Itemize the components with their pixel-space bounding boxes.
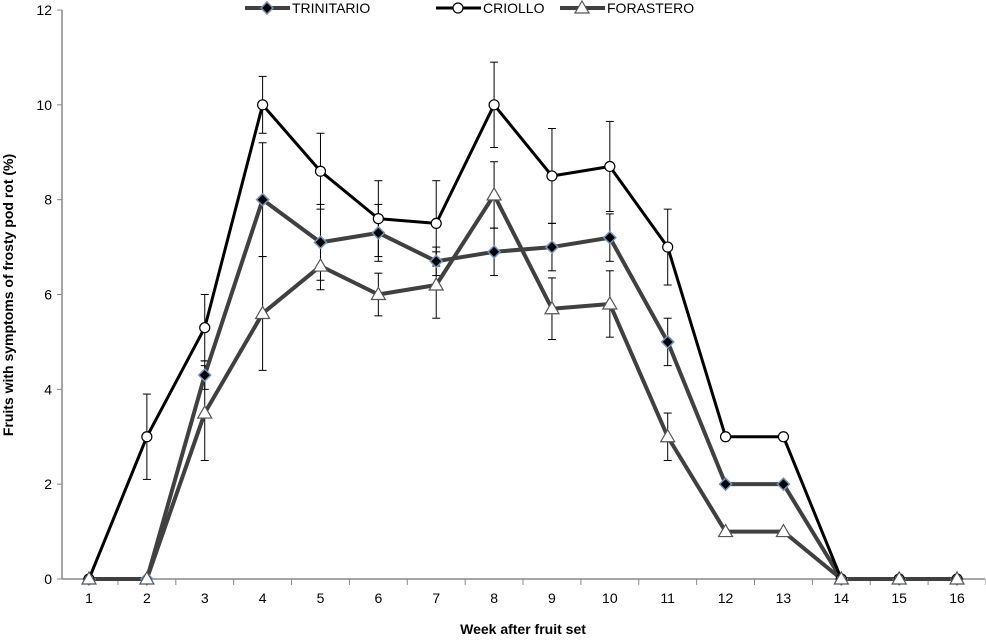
marker-criollo <box>546 170 558 182</box>
marker-forastero <box>138 570 155 585</box>
line-forastero <box>89 192 958 581</box>
marker-forastero <box>891 570 908 585</box>
y-tick-label: 10 <box>36 97 52 113</box>
marker-forastero <box>486 186 503 201</box>
marker-trinitario <box>602 230 617 245</box>
x-tick-label: 13 <box>776 590 792 606</box>
marker-forastero <box>601 295 618 310</box>
marker-forastero <box>428 276 445 291</box>
legend: TRINITARIO CRIOLLO FORASTERO <box>243 0 736 18</box>
marker-forastero <box>80 570 98 585</box>
x-tick-label: 9 <box>548 590 556 606</box>
legend-label: TRINITARIO <box>292 0 370 16</box>
line-criollo <box>87 103 958 581</box>
marker-trinitario <box>544 240 560 255</box>
x-axis-label: Week after fruit set <box>460 621 586 637</box>
marker-forastero <box>196 404 213 419</box>
marker-criollo <box>430 217 442 229</box>
marker-trinitario <box>259 0 275 16</box>
marker-trinitario <box>429 254 444 269</box>
marker-trinitario <box>718 477 733 492</box>
marker-criollo <box>257 99 269 111</box>
x-tick-label: 12 <box>718 590 734 606</box>
marker-criollo <box>488 99 500 111</box>
legend-label: CRIOLLO <box>483 0 545 16</box>
legend-bg <box>558 0 736 18</box>
marker-forastero <box>717 523 734 538</box>
marker-criollo <box>604 160 616 173</box>
marker-trinitario <box>313 235 328 250</box>
marker-trinitario <box>487 244 502 259</box>
y-tick-label: 0 <box>44 571 52 587</box>
x-tick-label: 16 <box>949 590 965 606</box>
x-tick-label: 7 <box>432 590 440 606</box>
marker-criollo <box>662 241 674 253</box>
marker-criollo <box>719 431 732 443</box>
marker-forastero <box>949 570 966 585</box>
marker-forastero <box>775 523 792 538</box>
x-tick-label: 15 <box>891 590 907 606</box>
marker-trinitario <box>197 368 212 383</box>
y-tick-label: 12 <box>36 2 52 18</box>
marker-criollo <box>199 322 211 334</box>
marker-forastero <box>543 300 561 315</box>
y-tick-label: 8 <box>44 192 52 208</box>
x-tick-label: 3 <box>201 590 209 606</box>
x-tick-label: 8 <box>490 590 498 606</box>
marker-trinitario <box>776 477 791 492</box>
marker-criollo <box>141 431 153 443</box>
marker-criollo <box>314 165 327 177</box>
y-tick-label: 2 <box>44 476 52 492</box>
marker-criollo <box>777 431 790 443</box>
x-tick-label: 14 <box>834 590 850 606</box>
y-axis-label: Fruits with symptoms of frosty pod rot (… <box>0 154 16 436</box>
marker-forastero <box>659 428 676 443</box>
x-tick-label: 6 <box>374 590 382 606</box>
marker-forastero <box>254 305 271 320</box>
x-tick-label: 1 <box>85 590 93 606</box>
x-tick-label: 2 <box>143 590 151 606</box>
marker-trinitario <box>371 225 386 240</box>
marker-trinitario <box>660 334 675 349</box>
legend-bg <box>243 0 363 18</box>
x-tick-label: 11 <box>660 590 675 606</box>
legend-label: FORASTERO <box>607 0 694 16</box>
marker-forastero <box>833 570 850 585</box>
marker-criollo <box>372 213 384 225</box>
marker-forastero <box>573 0 591 14</box>
y-tick-label: 6 <box>44 287 52 303</box>
marker-forastero <box>370 286 387 301</box>
marker-criollo <box>452 2 464 14</box>
marker-trinitario <box>255 192 270 207</box>
error-bars <box>142 61 672 480</box>
series-lines <box>87 103 958 581</box>
x-tick-label: 10 <box>602 590 618 606</box>
y-tick-label: 4 <box>44 381 52 397</box>
x-tick-label: 5 <box>317 590 325 606</box>
marker-forastero <box>312 257 329 272</box>
x-tick-label: 4 <box>259 590 267 606</box>
series-markers <box>80 99 966 587</box>
